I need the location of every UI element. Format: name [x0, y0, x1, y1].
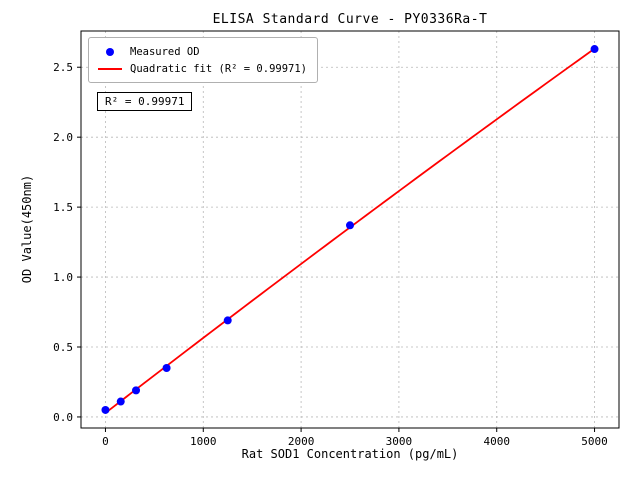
- svg-text:2.5: 2.5: [53, 61, 73, 74]
- legend-item-measured: Measured OD: [97, 43, 307, 60]
- fit-line-swatch: [98, 67, 122, 70]
- svg-text:0.5: 0.5: [53, 341, 73, 354]
- svg-text:0.0: 0.0: [53, 411, 73, 424]
- legend: Measured OD Quadratic fit (R² = 0.99971): [88, 37, 319, 83]
- scatter-marker-swatch: [106, 47, 114, 56]
- chart-title: ELISA Standard Curve - PY0336Ra-T: [212, 12, 488, 27]
- svg-text:3000: 3000: [386, 435, 413, 448]
- legend-label-fit: Quadratic fit (R² = 0.99971): [130, 62, 308, 75]
- legend-label-measured: Measured OD: [130, 45, 200, 58]
- x-axis-label: Rat SOD1 Concentration (pg/mL): [241, 447, 459, 461]
- svg-text:2000: 2000: [288, 435, 315, 448]
- legend-swatch-area: [97, 67, 123, 70]
- svg-text:0: 0: [102, 435, 109, 448]
- svg-text:4000: 4000: [483, 435, 510, 448]
- svg-text:1000: 1000: [190, 435, 217, 448]
- svg-text:1.0: 1.0: [53, 271, 73, 284]
- svg-text:5000: 5000: [581, 435, 608, 448]
- svg-text:1.5: 1.5: [53, 201, 73, 214]
- r-squared-annotation: R² = 0.99971: [97, 92, 193, 111]
- legend-swatch-area: [97, 47, 123, 56]
- y-axis-label: OD Value(450nm): [20, 174, 34, 284]
- svg-text:2.0: 2.0: [53, 131, 73, 144]
- legend-item-fit: Quadratic fit (R² = 0.99971): [97, 60, 307, 77]
